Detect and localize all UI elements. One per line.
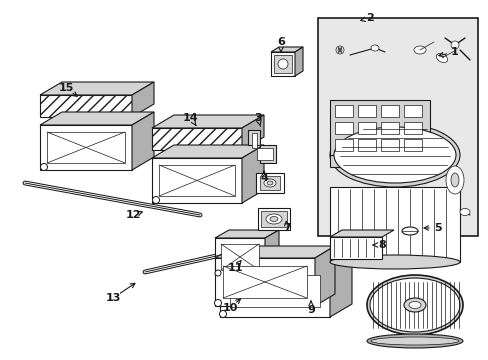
Bar bbox=[357, 122, 375, 134]
Polygon shape bbox=[329, 187, 459, 262]
Polygon shape bbox=[242, 145, 264, 203]
Ellipse shape bbox=[152, 197, 159, 203]
Ellipse shape bbox=[215, 270, 221, 276]
Bar bbox=[403, 105, 421, 117]
Ellipse shape bbox=[450, 41, 458, 49]
Text: 12: 12 bbox=[125, 210, 141, 220]
Ellipse shape bbox=[403, 298, 425, 312]
Ellipse shape bbox=[335, 46, 343, 54]
Ellipse shape bbox=[459, 208, 469, 216]
Polygon shape bbox=[270, 52, 294, 76]
Text: 1: 1 bbox=[450, 47, 458, 57]
Ellipse shape bbox=[445, 166, 463, 194]
Bar bbox=[261, 211, 286, 227]
Ellipse shape bbox=[366, 275, 462, 335]
Bar bbox=[334, 139, 352, 151]
Polygon shape bbox=[314, 246, 334, 306]
Bar bbox=[380, 139, 398, 151]
Polygon shape bbox=[294, 47, 303, 76]
Ellipse shape bbox=[41, 163, 47, 171]
Bar bbox=[403, 122, 421, 134]
Ellipse shape bbox=[370, 45, 378, 51]
Ellipse shape bbox=[366, 334, 462, 348]
Text: 9: 9 bbox=[306, 305, 314, 315]
Bar bbox=[258, 208, 289, 230]
Polygon shape bbox=[215, 230, 279, 238]
Polygon shape bbox=[47, 132, 125, 163]
Ellipse shape bbox=[408, 302, 420, 309]
Bar bbox=[273, 55, 291, 73]
Polygon shape bbox=[215, 258, 314, 306]
Text: 11: 11 bbox=[227, 263, 242, 273]
Polygon shape bbox=[264, 230, 279, 276]
Text: 5: 5 bbox=[433, 223, 441, 233]
Ellipse shape bbox=[450, 173, 458, 187]
Text: 4: 4 bbox=[260, 173, 267, 183]
Polygon shape bbox=[270, 47, 303, 52]
Polygon shape bbox=[329, 252, 351, 317]
Bar bbox=[357, 139, 375, 151]
Bar bbox=[256, 173, 284, 193]
Bar bbox=[380, 122, 398, 134]
Text: 13: 13 bbox=[105, 293, 121, 303]
Ellipse shape bbox=[214, 300, 221, 306]
Ellipse shape bbox=[329, 255, 459, 269]
Polygon shape bbox=[40, 112, 154, 125]
Bar bbox=[334, 105, 352, 117]
Bar bbox=[260, 176, 280, 190]
Polygon shape bbox=[40, 82, 154, 95]
Polygon shape bbox=[132, 112, 154, 170]
Polygon shape bbox=[329, 100, 429, 160]
Text: 6: 6 bbox=[277, 37, 285, 47]
Text: 14: 14 bbox=[183, 113, 199, 123]
Text: 15: 15 bbox=[58, 83, 74, 93]
Polygon shape bbox=[152, 128, 242, 150]
Polygon shape bbox=[152, 145, 264, 158]
Ellipse shape bbox=[219, 310, 226, 318]
Polygon shape bbox=[221, 244, 259, 270]
Ellipse shape bbox=[435, 53, 447, 63]
Text: 3: 3 bbox=[254, 113, 261, 123]
Polygon shape bbox=[242, 115, 264, 150]
Ellipse shape bbox=[278, 59, 287, 69]
Ellipse shape bbox=[370, 337, 458, 345]
Polygon shape bbox=[159, 165, 235, 196]
Polygon shape bbox=[215, 238, 264, 276]
Ellipse shape bbox=[401, 227, 417, 235]
Ellipse shape bbox=[337, 48, 341, 52]
Bar bbox=[334, 122, 352, 134]
Polygon shape bbox=[40, 125, 132, 170]
Ellipse shape bbox=[269, 216, 278, 221]
Polygon shape bbox=[132, 82, 154, 117]
Text: 10: 10 bbox=[222, 303, 237, 313]
Polygon shape bbox=[152, 115, 264, 128]
Text: 2: 2 bbox=[366, 13, 373, 23]
Polygon shape bbox=[215, 246, 334, 258]
Ellipse shape bbox=[413, 46, 425, 54]
Polygon shape bbox=[317, 18, 477, 236]
Polygon shape bbox=[329, 155, 439, 167]
Polygon shape bbox=[40, 95, 132, 117]
Bar bbox=[403, 139, 421, 151]
Ellipse shape bbox=[264, 179, 275, 187]
Bar bbox=[380, 105, 398, 117]
Ellipse shape bbox=[266, 181, 272, 185]
Polygon shape bbox=[220, 252, 351, 265]
Ellipse shape bbox=[333, 127, 455, 183]
Ellipse shape bbox=[329, 123, 459, 187]
Polygon shape bbox=[329, 230, 393, 237]
Polygon shape bbox=[223, 266, 306, 298]
Text: 8: 8 bbox=[377, 240, 385, 250]
Polygon shape bbox=[329, 237, 381, 259]
Ellipse shape bbox=[265, 214, 282, 224]
Polygon shape bbox=[220, 265, 329, 317]
Ellipse shape bbox=[369, 278, 459, 332]
Polygon shape bbox=[251, 133, 272, 160]
Text: 7: 7 bbox=[283, 223, 290, 233]
Bar bbox=[357, 105, 375, 117]
Polygon shape bbox=[229, 275, 319, 307]
Polygon shape bbox=[152, 158, 242, 203]
Polygon shape bbox=[247, 130, 275, 163]
